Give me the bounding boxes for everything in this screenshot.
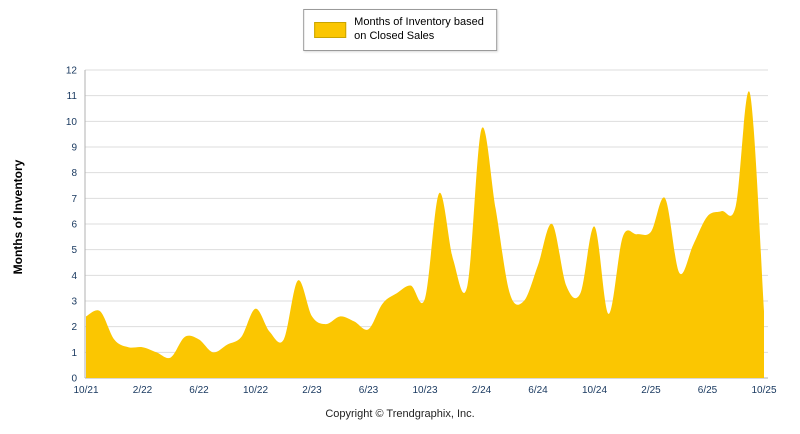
y-tick-label: 12	[66, 66, 78, 77]
y-tick-label: 0	[71, 374, 77, 385]
legend-swatch	[314, 21, 347, 38]
y-tick-label: 9	[71, 143, 77, 154]
x-tick-label: 10/25	[751, 385, 776, 396]
y-tick-label: 1	[71, 348, 77, 359]
legend-label-line2: on Closed Sales	[354, 29, 435, 42]
y-tick-label: 4	[71, 271, 77, 282]
x-tick-label: 6/24	[528, 385, 548, 396]
x-tick-label: 6/22	[189, 385, 209, 396]
x-tick-label: 10/21	[73, 385, 98, 396]
legend-label: Months of Inventory based on Closed Sale…	[354, 16, 484, 44]
copyright-text: Copyright © Trendgraphix, Inc.	[325, 408, 475, 420]
x-tick-label: 6/25	[698, 385, 718, 396]
y-axis-title: Months of Inventory	[11, 159, 25, 275]
x-tick-label: 2/25	[641, 385, 661, 396]
area-series-months-of-inventory	[86, 91, 764, 378]
legend: Months of Inventory based on Closed Sale…	[303, 9, 497, 51]
y-tick-label: 3	[71, 297, 77, 308]
x-tick-label: 6/23	[359, 385, 379, 396]
x-tick-label: 10/22	[243, 385, 268, 396]
y-tick-label: 2	[71, 322, 77, 333]
y-tick-label: 6	[71, 220, 77, 231]
y-tick-label: 11	[67, 91, 78, 102]
y-tick-label: 5	[71, 245, 77, 256]
legend-label-line1: Months of Inventory based	[354, 16, 484, 28]
x-tick-label: 10/23	[412, 385, 437, 396]
x-tick-label: 2/24	[472, 385, 492, 396]
x-tick-label: 2/23	[302, 385, 322, 396]
y-tick-label: 7	[71, 194, 77, 205]
y-tick-label: 10	[66, 117, 78, 128]
x-tick-label: 2/22	[133, 385, 153, 396]
x-tick-label: 10/24	[582, 385, 607, 396]
y-tick-label: 8	[71, 168, 77, 179]
